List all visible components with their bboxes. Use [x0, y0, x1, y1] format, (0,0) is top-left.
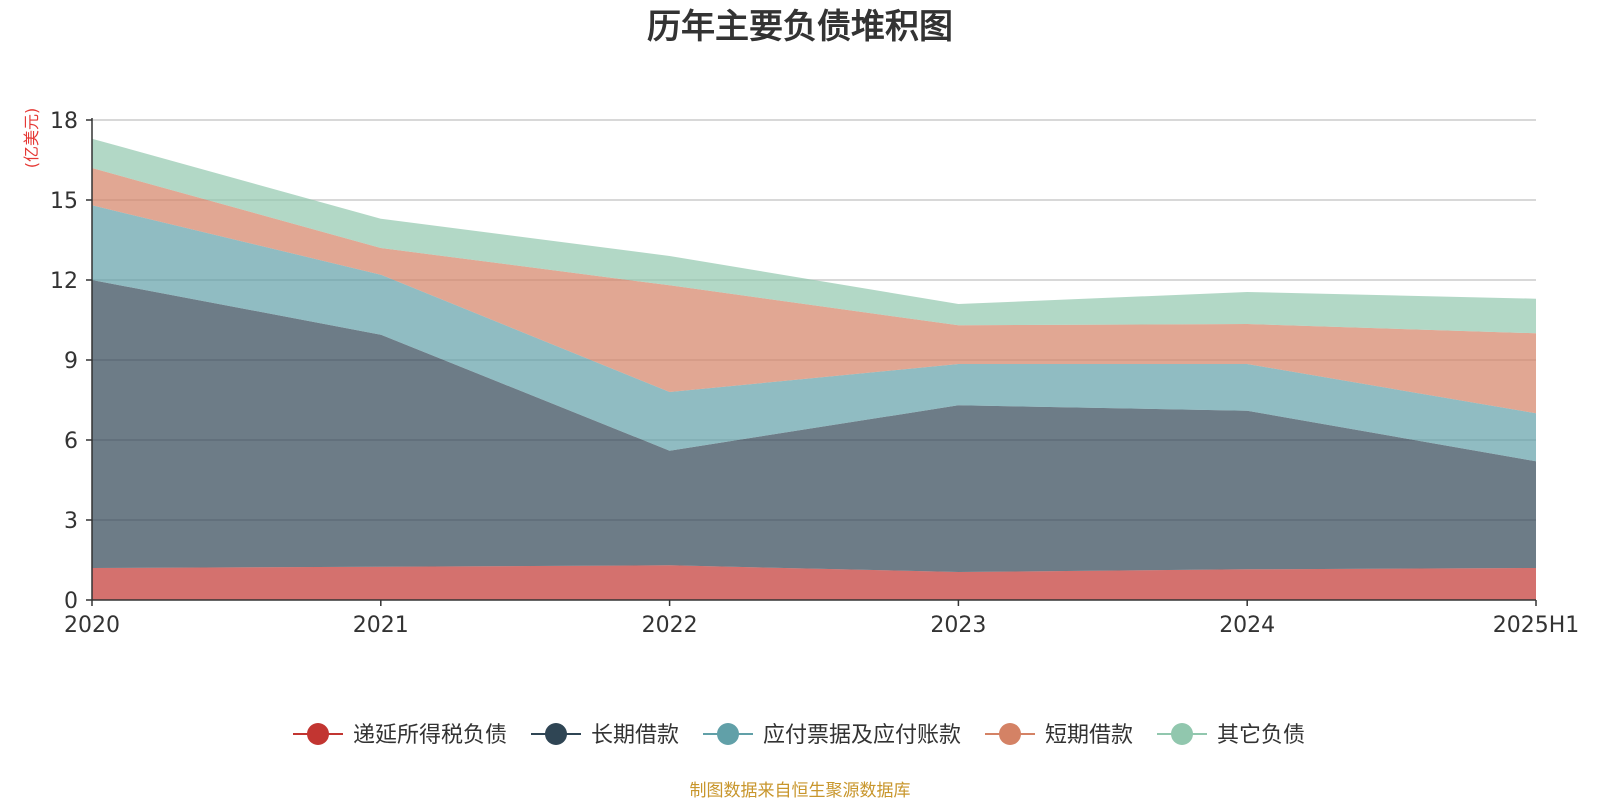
- source-note: 制图数据来自恒生聚源数据库: [690, 781, 911, 800]
- x-tick-label: 2021: [353, 613, 409, 638]
- y-tick-label: 3: [64, 509, 78, 534]
- x-tick-label: 2024: [1219, 613, 1275, 638]
- y-tick-label: 12: [50, 269, 78, 294]
- legend-label: 递延所得税负债: [353, 723, 507, 748]
- y-tick-label: 9: [64, 349, 78, 374]
- legend-label: 其它负债: [1217, 723, 1305, 748]
- legend-item-4[interactable]: 其它负债: [1157, 723, 1305, 748]
- legend-marker-icon: [545, 723, 567, 745]
- y-tick-label: 0: [64, 589, 78, 614]
- x-tick-label: 2022: [642, 613, 698, 638]
- legend[interactable]: 递延所得税负债 长期借款 应付票据及应付账款 短期借款 其它负债: [293, 723, 1305, 748]
- series-areas: [92, 138, 1536, 600]
- series-area-4: [92, 138, 1536, 334]
- series-area-3: [92, 168, 1536, 414]
- series-area-1: [92, 280, 1536, 572]
- y-tick-label: 18: [50, 109, 78, 134]
- x-tick-label: 2025H1: [1493, 613, 1580, 638]
- x-tick-label: 2023: [930, 613, 986, 638]
- legend-marker-icon: [307, 723, 329, 745]
- legend-item-1[interactable]: 长期借款: [531, 723, 679, 748]
- legend-label: 短期借款: [1045, 723, 1133, 748]
- legend-label: 长期借款: [591, 723, 679, 748]
- legend-marker-icon: [1171, 723, 1193, 745]
- y-tick-label: 6: [64, 429, 78, 454]
- axes: 0 3 6 9 12 15 18 2020 2021 2022 2023 2024 2025H1: [50, 109, 1579, 638]
- legend-item-3[interactable]: 短期借款: [985, 723, 1133, 748]
- x-tick-label: 2020: [64, 613, 120, 638]
- series-area-0: [92, 565, 1536, 600]
- y-tick-label: 15: [50, 189, 78, 214]
- legend-label: 应付票据及应付账款: [763, 723, 961, 748]
- legend-item-0[interactable]: 递延所得税负债: [293, 723, 507, 748]
- chart-title: 历年主要负债堆积图: [647, 7, 953, 47]
- legend-marker-icon: [999, 723, 1021, 745]
- series-area-2: [92, 205, 1536, 462]
- y-axis-unit-label: (亿美元): [22, 108, 41, 169]
- legend-marker-icon: [717, 723, 739, 745]
- legend-item-2[interactable]: 应付票据及应付账款: [703, 723, 961, 748]
